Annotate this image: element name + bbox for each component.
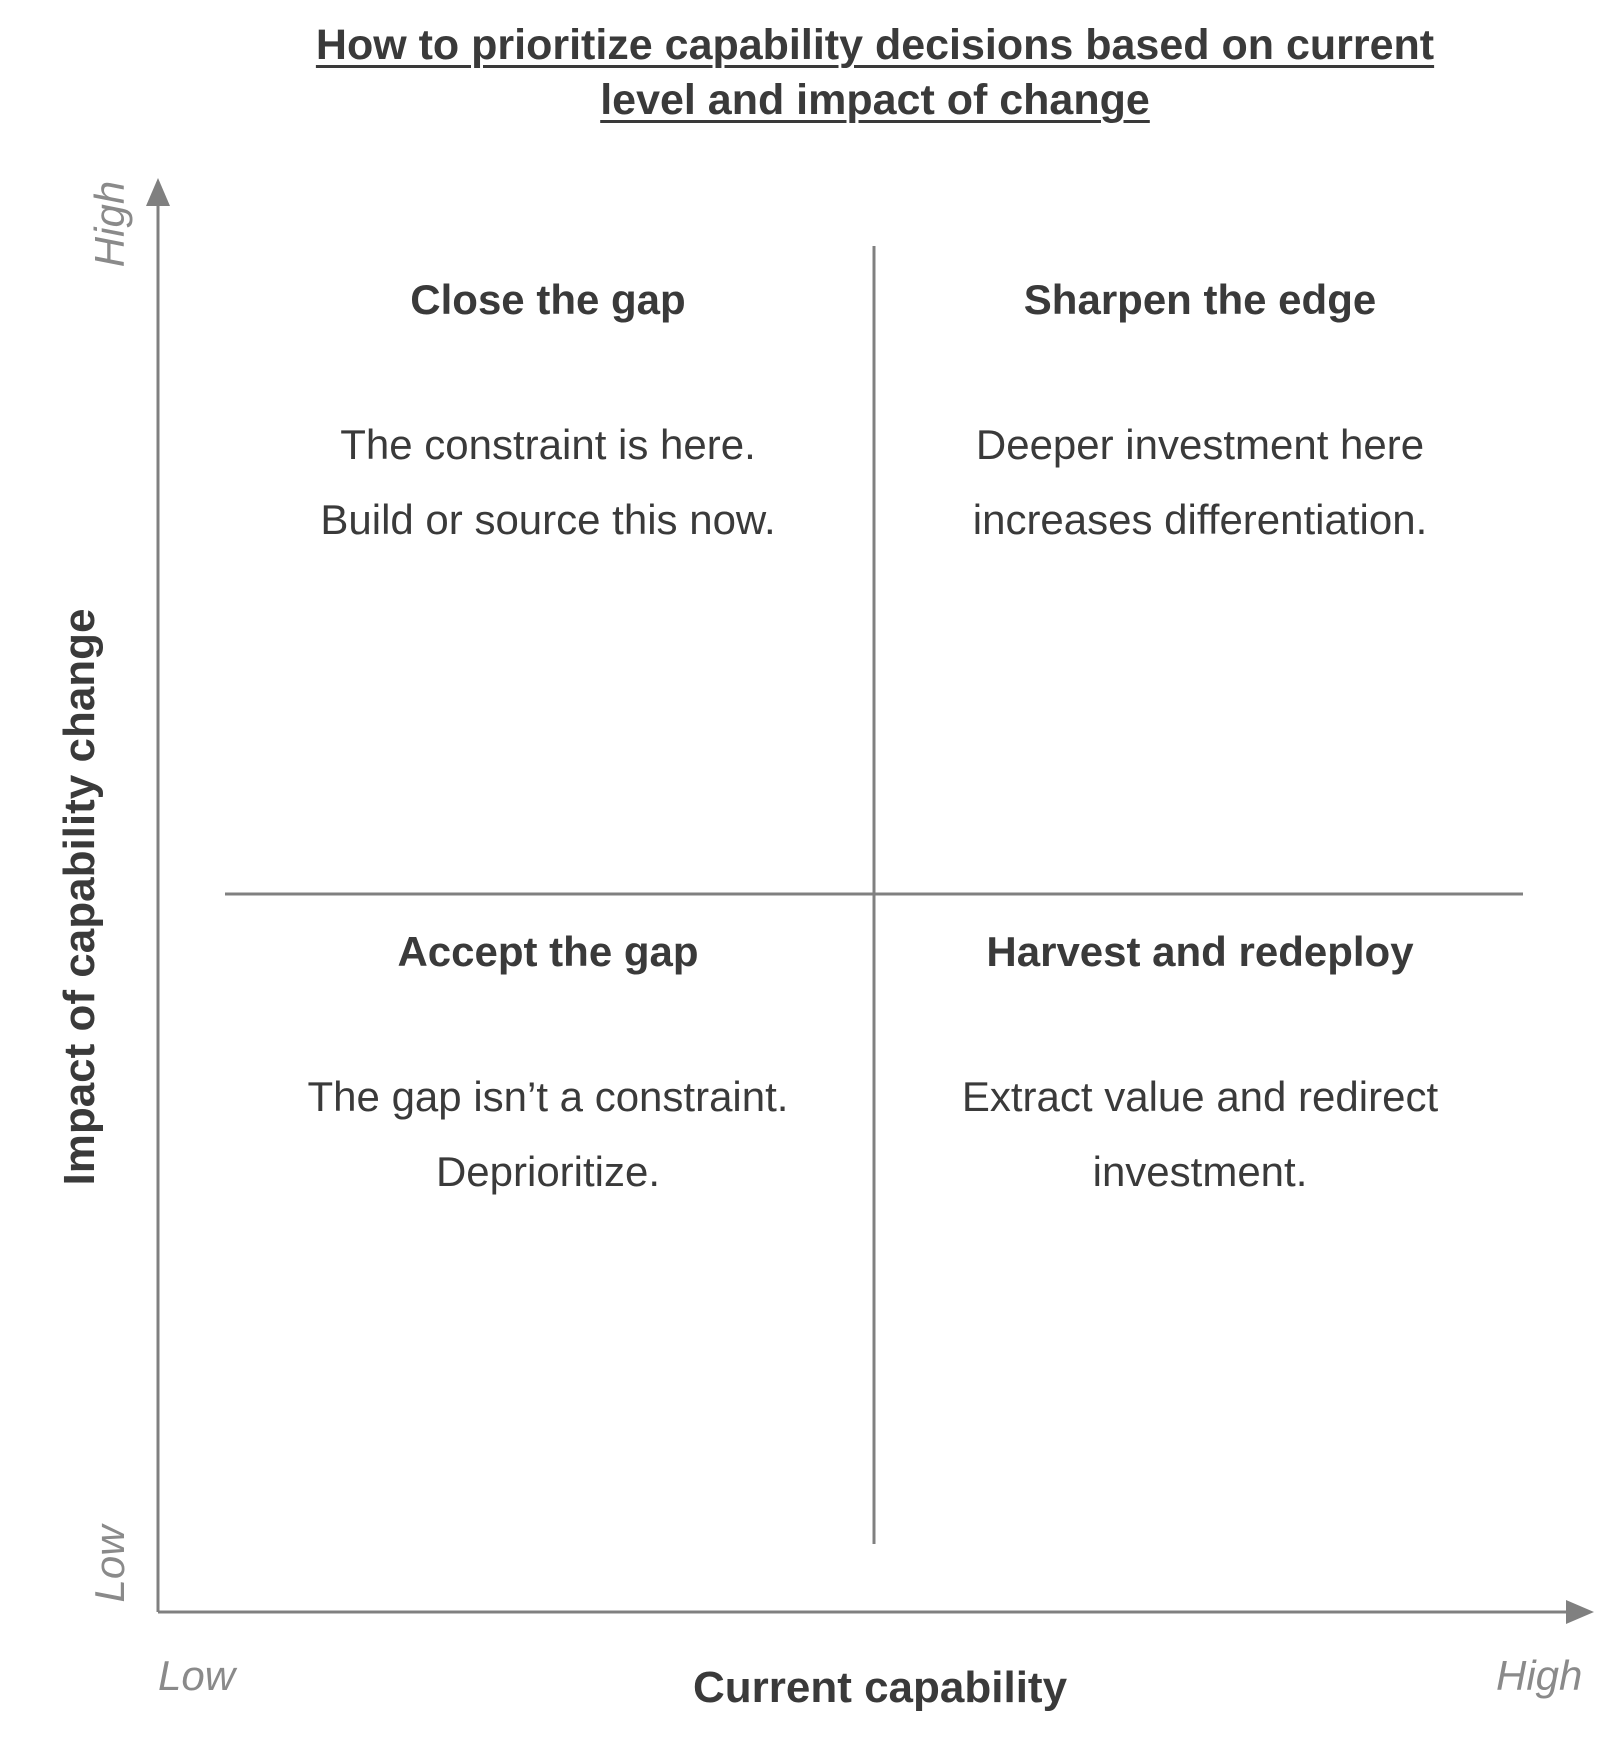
description-line-1: The constraint is here. — [340, 421, 756, 468]
description-line-2: Build or source this now. — [320, 496, 776, 543]
quadrant-title: Close the gap — [410, 276, 686, 323]
description-line-2: investment. — [1092, 1148, 1308, 1195]
quadrant-description: The constraint is here. Build or source … — [228, 407, 868, 557]
title-line-1: How to prioritize capability decisions b… — [315, 21, 1435, 69]
quadrant-close-the-gap: Close the gap The constraint is here. Bu… — [228, 275, 868, 557]
y-axis-high-label: High — [86, 180, 133, 268]
title-line-2: level and impact of change — [600, 76, 1150, 124]
y-axis-low-label: Low — [86, 1525, 133, 1603]
quadrant-description: The gap isn’t a constraint. Deprioritize… — [228, 1059, 868, 1209]
quadrant-harvest-and-redeploy: Harvest and redeploy Extract value and r… — [880, 927, 1520, 1209]
x-axis-low-label: Low — [158, 1652, 236, 1699]
quadrant-description: Extract value and redirect investment. — [880, 1059, 1520, 1209]
x-axis-arrow-icon — [1566, 1600, 1594, 1624]
description-line-1: The gap isn’t a constraint. — [307, 1073, 789, 1120]
quadrant-title: Accept the gap — [397, 928, 699, 975]
quadrant-accept-the-gap: Accept the gap The gap isn’t a constrain… — [228, 927, 868, 1209]
description-line-1: Deeper investment here — [975, 421, 1425, 468]
y-axis-title: Impact of capability change — [55, 608, 104, 1186]
y-axis-arrow-icon — [146, 178, 170, 206]
x-axis-title: Current capability — [692, 1663, 1068, 1712]
diagram-title: How to prioritize capability decisions b… — [230, 18, 1520, 128]
x-axis-high-label: High — [1496, 1652, 1583, 1699]
description-line-2: Deprioritize. — [435, 1148, 661, 1195]
quadrant-sharpen-the-edge: Sharpen the edge Deeper investment here … — [880, 275, 1520, 557]
quadrant-title: Sharpen the edge — [1023, 276, 1377, 323]
description-line-1: Extract value and redirect — [961, 1073, 1439, 1120]
quadrant-title: Harvest and redeploy — [986, 928, 1414, 975]
quadrant-description: Deeper investment here increases differe… — [880, 407, 1520, 557]
description-line-2: increases differentiation. — [972, 496, 1428, 543]
